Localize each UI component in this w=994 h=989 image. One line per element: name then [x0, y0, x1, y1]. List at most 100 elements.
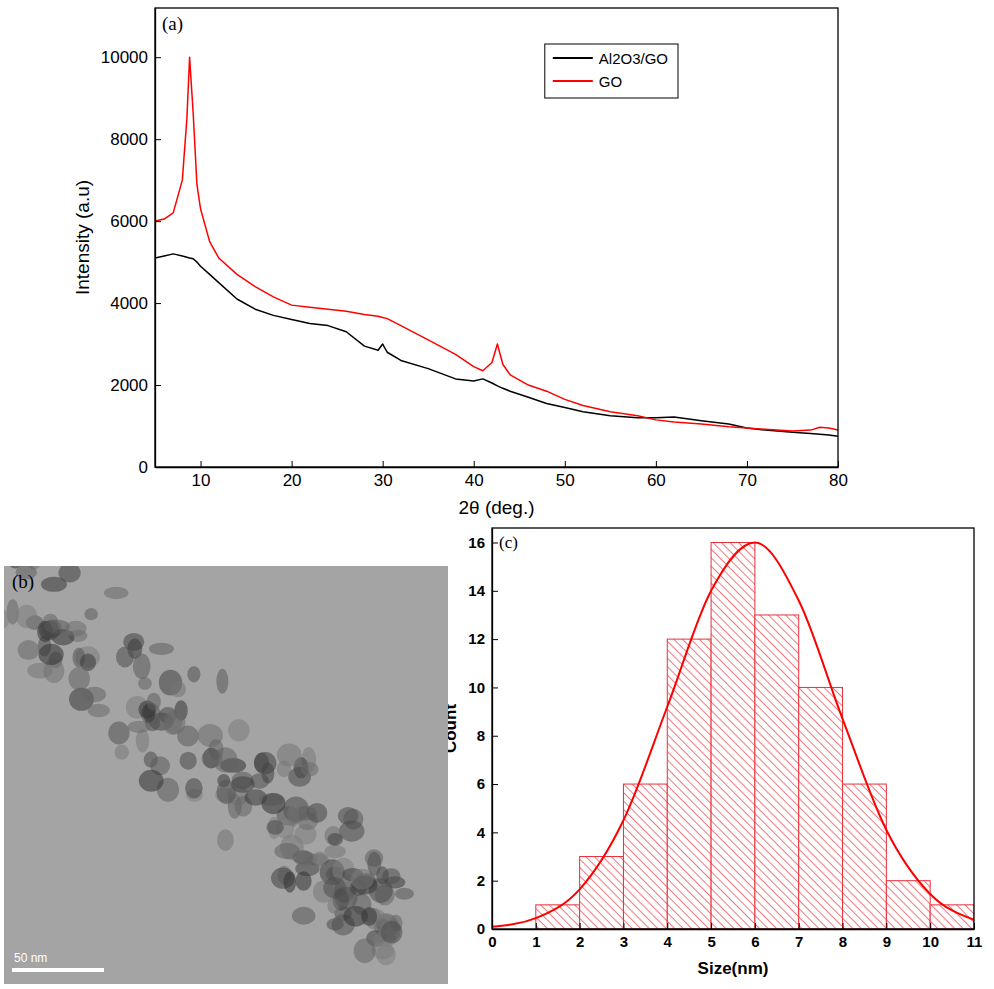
y-tick-mark: [492, 736, 498, 737]
particle: [301, 762, 319, 777]
y-tick-mark: [492, 929, 498, 930]
x-tick: 8: [839, 923, 847, 950]
particle: [367, 852, 381, 876]
x-tick-label: 11: [967, 933, 983, 950]
legend-swatch: [553, 57, 593, 59]
particle: [138, 677, 152, 690]
x-tick-mark: [536, 923, 537, 929]
x-tick-mark: [565, 461, 566, 467]
y-tick-label: 6000: [110, 212, 148, 231]
y-tick-mark: [155, 467, 161, 468]
y-tick-mark: [492, 591, 498, 592]
y-tick: 10000: [101, 48, 161, 67]
histogram-bar: [711, 542, 755, 929]
x-tick-mark: [886, 923, 887, 929]
particle: [128, 721, 151, 733]
y-tick-label: 6: [477, 775, 485, 792]
x-tick-mark: [838, 461, 839, 467]
y-tick-mark: [492, 784, 498, 785]
particle: [139, 770, 164, 792]
y-tick: 6: [477, 775, 498, 792]
chart-panel: 012345678910110246810121416Size(nm)Count…: [441, 528, 983, 978]
particle: [216, 780, 236, 804]
figure: 102030405060708002000400060008000100002θ…: [0, 0, 994, 989]
y-tick: 8: [477, 727, 498, 744]
y-tick: 4: [477, 824, 498, 841]
y-axis-line: [155, 9, 156, 468]
x-tick-mark: [667, 923, 668, 929]
x-tick-label: 80: [829, 471, 848, 490]
particle: [65, 621, 86, 637]
particle: [287, 803, 300, 827]
y-tick-label: 8000: [110, 130, 148, 149]
x-tick: 11: [967, 923, 983, 950]
x-tick-mark: [474, 461, 475, 467]
particle: [149, 643, 174, 655]
particle: [104, 587, 129, 600]
particle: [312, 851, 327, 867]
y-tick-mark: [155, 139, 161, 140]
y-tick-label: 12: [468, 630, 485, 647]
y-tick-mark: [492, 881, 498, 882]
x-tick-mark: [799, 923, 800, 929]
y-tick: 4000: [110, 294, 161, 313]
scale-bar: [12, 968, 104, 972]
legend-label: Al2O3/GO: [599, 50, 668, 67]
y-tick: 0: [139, 458, 161, 477]
particle: [328, 833, 343, 846]
x-tick: 2: [576, 923, 584, 950]
legend: Al2O3/GOGO: [545, 44, 678, 98]
x-tick-label: 10: [192, 471, 211, 490]
y-axis: 0 2000 4000 6000 8000 10000: [101, 9, 161, 477]
x-tick-mark: [755, 923, 756, 929]
y-tick-mark: [155, 221, 161, 222]
y-tick: 2: [477, 872, 498, 889]
y-axis: 0246810121416: [468, 529, 498, 938]
particle: [180, 752, 197, 770]
y-tick: 0: [477, 920, 498, 937]
y-tick: 8000: [110, 130, 161, 149]
x-tick-label: 7: [795, 933, 803, 950]
x-tick: 70: [738, 461, 757, 490]
particle: [166, 713, 186, 734]
x-tick-label: 0: [488, 933, 496, 950]
particle: [284, 871, 297, 892]
y-tick-label: 14: [468, 582, 485, 599]
y-tick: 14: [468, 582, 498, 599]
particle: [116, 647, 134, 668]
panel-label: (a): [162, 13, 183, 35]
particle: [323, 877, 346, 898]
particle: [294, 851, 314, 865]
particle: [4, 607, 9, 630]
x-tick: 6: [751, 923, 759, 950]
y-tick-label: 16: [468, 534, 485, 551]
particle: [216, 669, 228, 694]
x-tick: 5: [707, 923, 715, 950]
plot-frame: [492, 528, 974, 929]
particle: [69, 667, 90, 690]
x-tick-mark: [383, 461, 384, 467]
x-axis-line: [156, 467, 839, 468]
x-tick-mark: [656, 461, 657, 467]
y-tick-label: 8: [477, 727, 485, 744]
micrograph-background: [4, 566, 448, 984]
x-tick: 40: [465, 461, 484, 490]
x-tick-mark: [930, 923, 931, 929]
particle: [83, 687, 106, 702]
x-tick: 9: [883, 923, 891, 950]
y-tick-label: 4: [477, 824, 486, 841]
particle: [376, 944, 396, 965]
particle: [38, 644, 63, 665]
particle: [84, 608, 97, 620]
y-tick-label: 2000: [110, 376, 148, 395]
x-tick: 4: [664, 923, 673, 950]
x-tick-label: 2: [576, 933, 584, 950]
x-tick-label: 50: [556, 471, 575, 490]
x-tick-mark: [747, 461, 748, 467]
x-tick: 7: [795, 923, 803, 950]
x-tick-mark: [843, 923, 844, 929]
series-line: [492, 542, 974, 926]
particle: [292, 907, 316, 925]
particle: [147, 693, 161, 711]
x-tick-label: 20: [283, 471, 302, 490]
